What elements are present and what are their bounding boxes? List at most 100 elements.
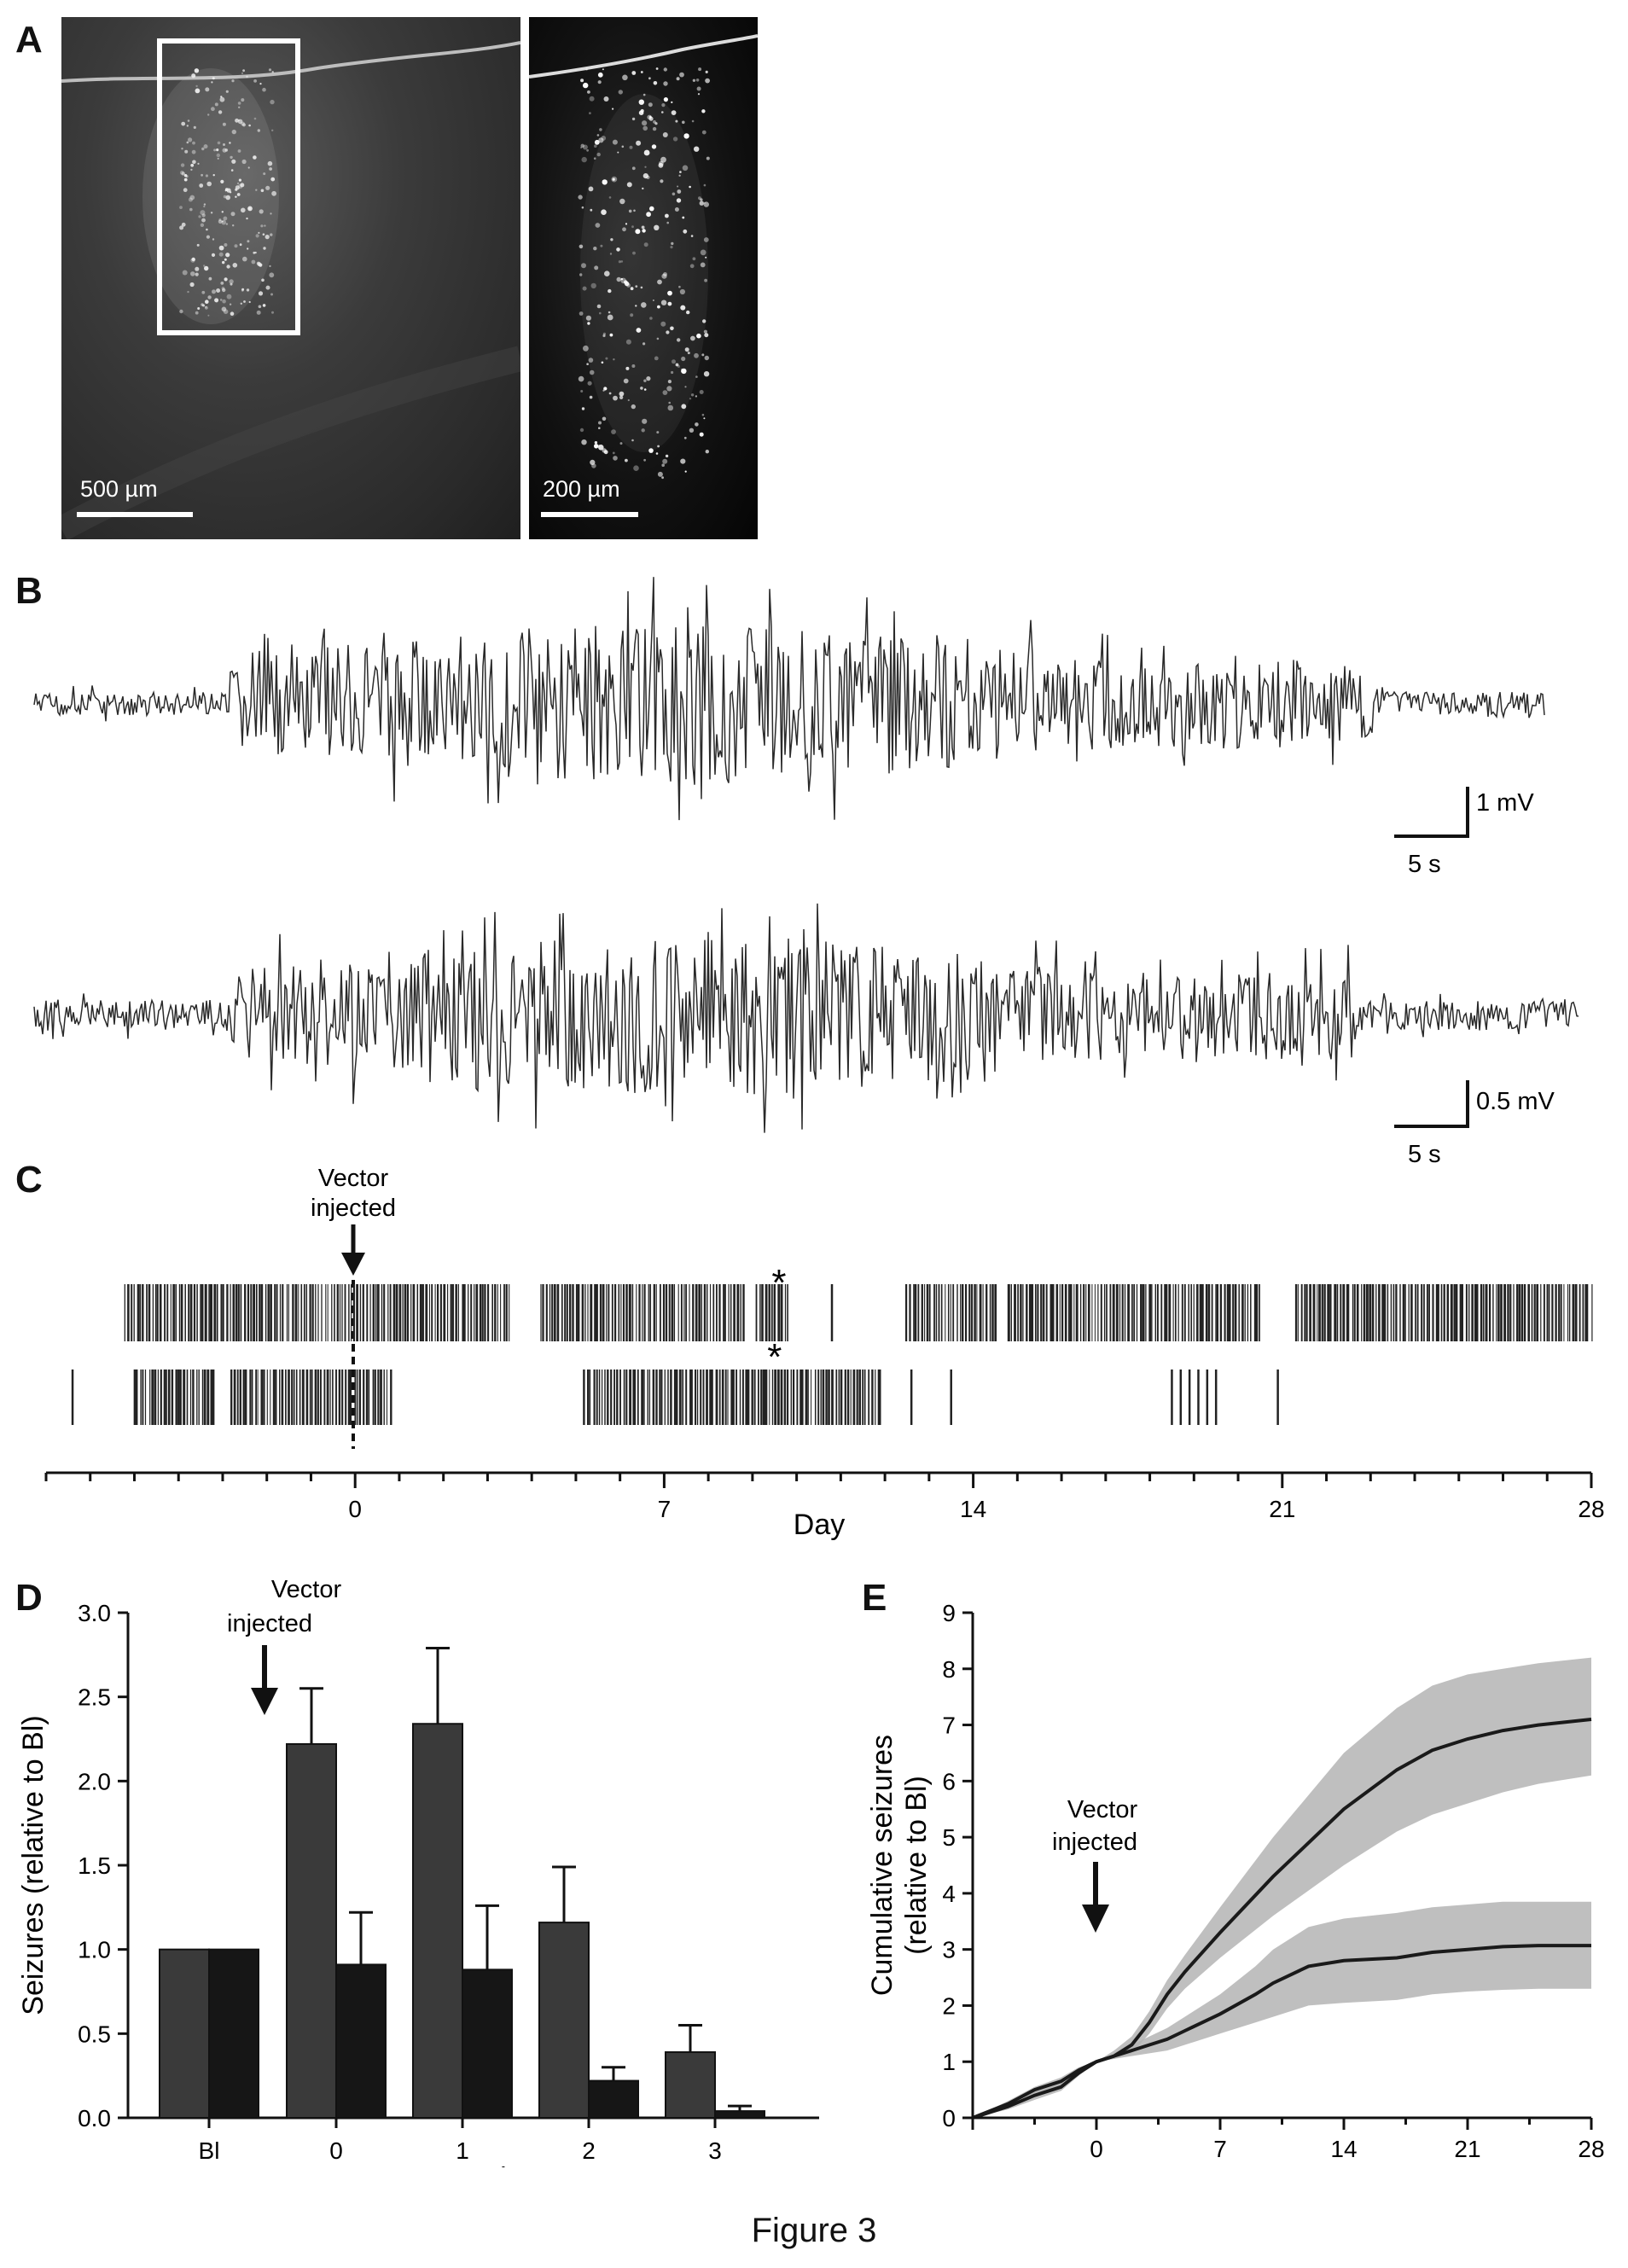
asterisk-row-2: *	[767, 1336, 782, 1378]
cell-dot	[221, 287, 225, 290]
trace2-time-scale: 5 s	[1408, 1141, 1441, 1168]
cell-dot	[212, 77, 215, 80]
cell-dot	[223, 309, 229, 315]
cell-dot	[623, 378, 629, 384]
cell-dot	[181, 148, 183, 150]
arrow-down-icon-d	[251, 1645, 278, 1715]
cell-dot	[613, 456, 618, 461]
cell-dot	[696, 333, 701, 339]
asterisk-row-1: *	[771, 1262, 786, 1304]
cell-dot	[201, 303, 204, 306]
cell-dot	[184, 149, 189, 154]
cell-dot	[218, 110, 223, 114]
cell-dot	[684, 470, 687, 473]
cell-dot	[703, 371, 710, 377]
cell-dot	[681, 404, 687, 410]
cell-dot	[239, 243, 242, 247]
cell-dot	[611, 176, 618, 183]
cell-dot	[643, 379, 647, 382]
cell-dot	[642, 229, 646, 233]
cell-dot	[649, 317, 653, 320]
cell-dot	[674, 207, 679, 212]
scale-bar-200um	[541, 512, 638, 517]
cell-dot	[638, 110, 644, 115]
cell-dot	[663, 81, 668, 86]
cell-dot	[703, 201, 709, 207]
cell-dot	[641, 225, 645, 230]
cell-dot	[705, 78, 710, 84]
d-y-tick-label: 2.0	[78, 1768, 111, 1794]
cell-dot	[640, 387, 643, 390]
cell-dot	[704, 278, 707, 282]
cell-dot	[633, 209, 636, 212]
cell-dot	[203, 205, 206, 208]
cell-dot	[660, 299, 667, 305]
cell-dot	[616, 247, 620, 252]
cell-dot	[695, 79, 700, 82]
cell-dot	[204, 265, 209, 271]
cell-dot	[207, 314, 210, 317]
cell-dot	[236, 182, 240, 185]
cell-dot	[613, 395, 618, 401]
cell-dot	[221, 220, 224, 223]
cell-dot	[200, 223, 205, 227]
cell-dot	[190, 168, 193, 172]
cell-dot	[627, 398, 630, 402]
cell-dot	[681, 356, 686, 362]
cell-dot	[679, 171, 682, 173]
cell-dot	[191, 257, 195, 262]
cell-dot	[582, 144, 588, 150]
cell-dot	[225, 90, 229, 93]
cell-dot	[222, 288, 226, 293]
cell-dot	[232, 224, 235, 227]
e-x-tick-label: 7	[1213, 2136, 1227, 2162]
cell-dot	[648, 102, 653, 108]
e-y-tick-label: 9	[942, 1600, 956, 1626]
cell-dot	[187, 290, 189, 294]
scale-label-500um: 500 µm	[80, 476, 158, 502]
seizure-raster: Vector injected * * 0 7 14 21 28 Day	[44, 1165, 1605, 1541]
cell-dot	[657, 445, 660, 448]
cell-dot	[598, 421, 602, 425]
cell-dot	[594, 441, 598, 445]
cell-dot	[661, 273, 667, 279]
cell-dot	[260, 224, 264, 228]
cell-dot	[189, 282, 195, 288]
cell-dot	[216, 153, 220, 158]
cell-dot	[238, 183, 243, 189]
cell-dot	[666, 330, 670, 334]
cell-dot	[586, 148, 589, 152]
cell-dot	[691, 119, 695, 123]
d-y-tick-label: 0.0	[78, 2105, 111, 2131]
cell-dot	[620, 260, 624, 263]
cell-dot	[270, 293, 273, 296]
e-y-tick-label: 0	[942, 2105, 956, 2131]
cell-dot	[195, 88, 201, 94]
e-x-tick-label: 28	[1578, 2136, 1604, 2162]
d-bar	[714, 2110, 765, 2120]
cell-dot	[605, 357, 608, 360]
cell-dot	[589, 369, 595, 375]
vector-injected-label-d-line1: Vector	[271, 1576, 342, 1603]
cell-dot	[579, 244, 584, 249]
cell-dot	[689, 264, 695, 269]
line-chart-cumulative-seizures: 0 1 2 3 4 5 6 7 8 9 0 7 14 21 28 Day Cumulative seizures…	[866, 1600, 1605, 2167]
cell-dot	[222, 299, 226, 304]
cell-dot	[583, 345, 589, 352]
cell-dot	[695, 375, 698, 378]
e-y-tick-label: 6	[942, 1768, 956, 1794]
cell-dot	[698, 67, 702, 72]
cell-dot	[681, 369, 685, 374]
cell-dot	[597, 80, 602, 84]
cell-dot	[208, 276, 212, 281]
cell-dot	[195, 84, 198, 88]
d-bar	[462, 1969, 513, 2120]
cell-dot	[625, 366, 630, 370]
cell-dot	[631, 404, 636, 410]
d-x-tick-label: 2	[582, 2137, 596, 2164]
cell-dot	[222, 148, 227, 153]
cell-dot	[241, 289, 244, 292]
cell-dot	[581, 263, 586, 269]
cell-dot	[207, 295, 212, 299]
cell-dot	[223, 143, 225, 146]
